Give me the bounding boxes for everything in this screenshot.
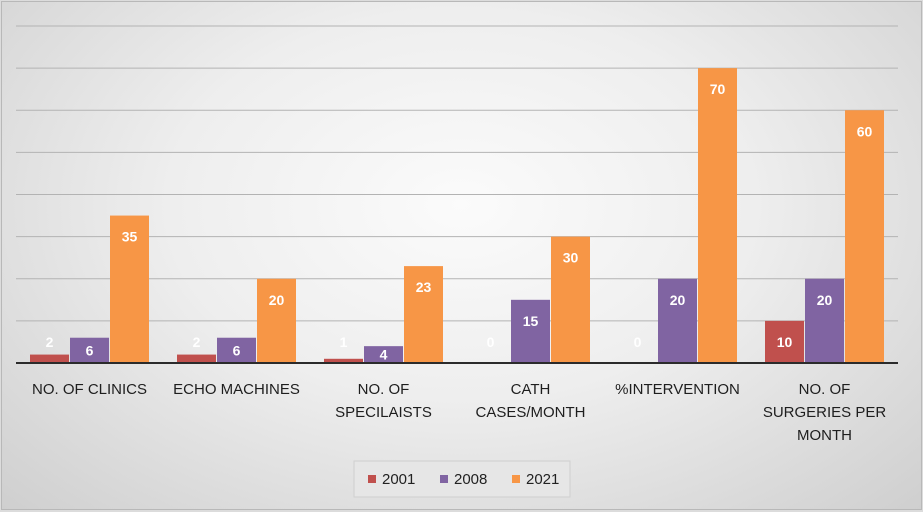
bar-2021 [110,215,149,363]
bar-2021 [551,236,590,363]
data-label: 20 [817,292,833,308]
category-label: %INTERVENTION [615,381,740,398]
category-label: NO. OF [358,381,410,398]
legend-label: 2021 [526,471,559,488]
data-label: 70 [710,81,726,97]
bar-2008 [658,278,697,363]
category-labels: NO. OF CLINICS ECHO MACHINES NO. OF SPECILA… [32,381,886,444]
category-label: SPECILAISTS [335,404,432,421]
legend-swatch [440,475,448,483]
bar-2021 [257,278,296,363]
legend-label: 2001 [382,471,415,488]
gridlines [16,25,898,322]
data-label: 10 [777,334,793,350]
data-label: 2 [193,334,201,350]
data-label: 60 [857,123,873,139]
bar-2008 [511,299,550,363]
bar-2008 [217,337,256,363]
category-label: NO. OF CLINICS [32,381,147,398]
data-label: 35 [122,229,138,245]
category-label: CATH [511,381,551,398]
bar-2008 [70,337,109,363]
bars: 2 6 35 2 6 20 1 4 23 0 15 30 0 20 70 10 20 60 [30,68,884,363]
category-label: NO. OF [799,381,851,398]
data-label: 2 [46,334,54,350]
data-label: 20 [670,292,686,308]
bar-2001 [30,354,69,363]
category-label: ECHO MACHINES [173,381,300,398]
legend: 2001 2008 2021 [353,460,571,498]
bar-2008 [805,278,844,363]
legend-swatch [368,475,376,483]
data-label: 4 [380,347,388,363]
legend-label: 2008 [454,471,487,488]
data-label: 20 [269,292,285,308]
data-label: 1 [340,334,348,350]
legend-swatch [512,475,520,483]
data-label: 6 [86,342,94,358]
bar-2001 [765,320,804,363]
data-label: 0 [634,334,642,350]
bar-2001 [324,358,363,363]
bar-2008 [364,346,403,363]
data-label: 30 [563,250,579,266]
category-label: CASES/MONTH [475,404,585,421]
data-label: 23 [416,279,432,295]
legend-box [353,460,571,498]
bar-2021 [404,266,443,363]
bar-2021 [698,68,737,363]
bar-2001 [177,354,216,363]
data-label: 6 [233,342,241,358]
category-label: SURGERIES PER [763,404,887,421]
data-label: 15 [523,313,539,329]
data-label: 0 [487,334,495,350]
category-label: MONTH [797,427,852,444]
bar-2021 [845,110,884,363]
